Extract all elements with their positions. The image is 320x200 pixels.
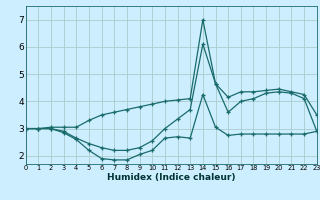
X-axis label: Humidex (Indice chaleur): Humidex (Indice chaleur) bbox=[107, 173, 236, 182]
